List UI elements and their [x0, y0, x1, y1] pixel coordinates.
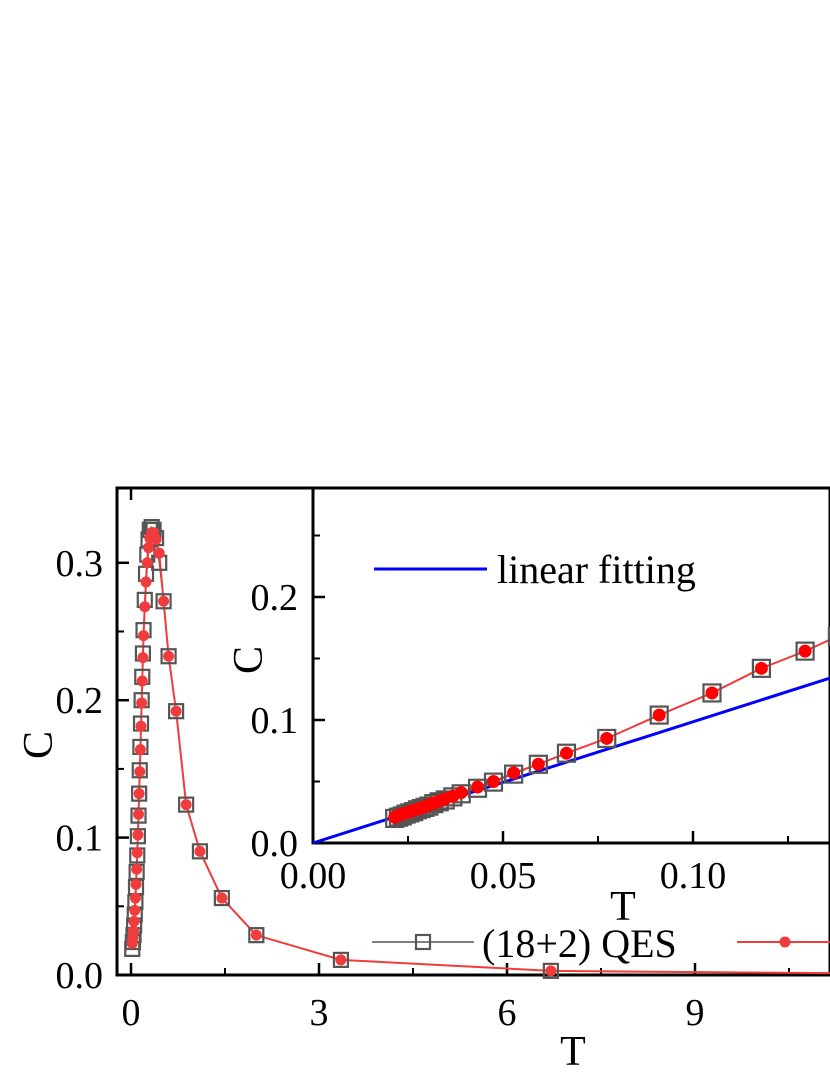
- main-red-point: [130, 878, 142, 890]
- inset-x-tick-label: 0.00: [280, 855, 347, 897]
- inset-y-tick-label: 0.1: [251, 700, 299, 742]
- main-red-point: [128, 925, 140, 937]
- inset-red-point: [454, 786, 468, 800]
- main-qes-point: [129, 828, 146, 845]
- main-red-point: [128, 915, 140, 927]
- inset-red-point: [471, 780, 485, 794]
- main-y-tick-label: 0.3: [56, 543, 104, 585]
- main-red-point: [131, 863, 143, 875]
- main-qes-point: [131, 785, 148, 802]
- main-qes-point: [130, 807, 147, 824]
- main-red-point: [250, 929, 262, 941]
- main-red-point: [194, 845, 206, 857]
- main-red-point: [132, 829, 144, 841]
- main-x-axis-title: T: [560, 1029, 586, 1075]
- main-red-point: [138, 630, 150, 642]
- main-qes-point: [168, 703, 185, 720]
- main-red-point: [129, 904, 141, 916]
- main-red-point: [137, 652, 149, 664]
- main-red-point: [140, 576, 152, 588]
- main-red-point: [170, 705, 182, 717]
- main-x-tick-label: 3: [310, 992, 329, 1034]
- inset-frame: [311, 486, 830, 845]
- main-y-tick-label: 0.0: [56, 955, 104, 997]
- main-red-point: [129, 892, 141, 904]
- main-qes-point: [542, 962, 559, 979]
- main-red-point: [335, 954, 347, 966]
- main-qes-point: [155, 593, 172, 610]
- main-red-point: [136, 675, 148, 687]
- legend-red-marker: [779, 936, 791, 948]
- inset-legend-fit-label: linear fitting: [497, 547, 696, 592]
- inset-red-point: [559, 746, 573, 760]
- main-red-point: [150, 533, 162, 545]
- inset-qes-point: [795, 641, 815, 661]
- inset-qes-point: [751, 658, 772, 678]
- inset-red-point: [531, 757, 545, 771]
- main-red-point: [135, 720, 147, 732]
- inset-red-point: [487, 775, 500, 788]
- inset-x-axis-title: T: [610, 884, 636, 930]
- inset-x-tick-label: 0.10: [660, 855, 727, 897]
- legend-qes-marker: [414, 933, 432, 951]
- main-red-point: [134, 766, 146, 778]
- main-red-point: [163, 650, 175, 662]
- main-qes-point: [178, 796, 195, 813]
- main-plot: 0 3 6 9 0.0 0.1 0.2 0.3 T C (18+2) QES: [16, 486, 830, 1075]
- inset-qes-point: [597, 728, 617, 749]
- inset-qes-point: [556, 743, 577, 763]
- inset-red-point: [754, 661, 768, 675]
- main-y-tick-label: 0.2: [56, 680, 104, 722]
- main-red-point: [133, 808, 145, 820]
- inset-red-point: [705, 686, 719, 700]
- inset-red-point: [507, 766, 521, 780]
- main-qes-point: [213, 889, 230, 907]
- main-red-point: [141, 557, 153, 569]
- main-qes-point: [160, 648, 177, 665]
- main-x-tick-label: 6: [498, 992, 517, 1034]
- main-red-point: [153, 547, 165, 559]
- main-red-point: [158, 595, 170, 607]
- main-red-point: [134, 744, 146, 756]
- inset-qes-point: [483, 772, 504, 792]
- main-qes-point: [131, 762, 148, 779]
- inset-y-axis-title: C: [226, 646, 272, 674]
- main-x-tick-label: 9: [686, 992, 705, 1034]
- main-red-point: [143, 542, 155, 554]
- inset-qes-point: [702, 683, 722, 703]
- main-y-axis-title: C: [16, 731, 62, 759]
- main-x-tick-label: 0: [122, 992, 141, 1034]
- main-qes-point: [191, 843, 209, 860]
- inset-y-tick-label: 0.0: [251, 823, 299, 865]
- inset-red-point: [600, 731, 614, 745]
- main-red-point: [216, 892, 228, 904]
- main-red-point: [136, 697, 148, 709]
- inset-red-point: [652, 708, 666, 722]
- inset-qes-point: [504, 764, 524, 784]
- main-y-tick-label: 0.1: [56, 818, 104, 860]
- inset-qes-point: [528, 754, 548, 774]
- main-qes-point: [248, 927, 265, 944]
- main-qes-point: [332, 951, 350, 968]
- main-red-point: [180, 799, 192, 811]
- legend-qes-label: (18+2) QES: [482, 921, 677, 966]
- main-red-point: [545, 965, 557, 977]
- inset-qes-point: [649, 705, 669, 725]
- inset-qes-point: [827, 626, 830, 646]
- inset-x-tick-label: 0.05: [470, 855, 537, 897]
- main-red-point: [139, 601, 151, 613]
- main-red-point: [131, 847, 143, 859]
- main-red-point: [133, 788, 145, 800]
- inset-red-point: [798, 644, 812, 658]
- inset-y-tick-label: 0.2: [251, 577, 299, 619]
